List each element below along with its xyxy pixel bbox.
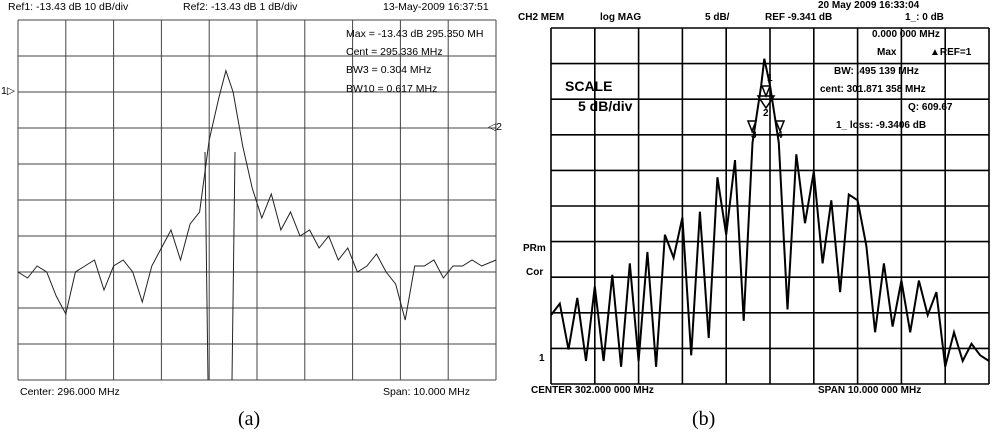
readout-bw3: BW3 = 0.304 MHz (346, 64, 432, 76)
ref2-label: Ref2: -13.43 dB 1 dB/div (183, 1, 298, 13)
chart-b-plot (550, 27, 990, 385)
readout-max: Max = -13.43 dB 295.350 MH (346, 28, 484, 40)
center-freq-label-b: CENTER 302.000 000 MHz (531, 385, 654, 396)
readout-bw-b: BW: .495 139 MHz (834, 66, 919, 77)
chart-a-plot (17, 19, 497, 381)
chart-a-trace (17, 68, 497, 321)
caption-a: (a) (238, 408, 261, 430)
readout-marker-freq: 0.000 000 MHz (872, 29, 940, 40)
readout-max-b: Max (877, 47, 897, 58)
channel-label: CH2 MEM (518, 12, 565, 23)
marker-3-label-b: 3 (751, 130, 757, 141)
ref-level-label: REF -9.341 dB (765, 12, 833, 23)
format-label: log MAG (600, 12, 642, 23)
marker-2-label-b: 2 (763, 108, 769, 119)
marker-1-label: 1▷ (1, 85, 15, 97)
marker-4-label-b: 4 (777, 130, 783, 141)
readout-ref: ▲REF=1 (930, 47, 972, 58)
marker-1-label-b: 1 (767, 73, 773, 84)
chart-a-center-drop (204, 151, 236, 381)
ref1-label: Ref1: -13.43 dB 10 dB/div (8, 1, 129, 13)
datetime-label: 13-May-2009 16:37:51 (383, 1, 489, 13)
scale-title: SCALE (565, 78, 613, 94)
chart-b-grid (550, 27, 990, 385)
marker-2-label: ◁2 (488, 121, 502, 133)
span-label: Span: 10.000 MHz (383, 386, 470, 398)
chart-a-grid (17, 19, 497, 381)
chart-b-trace (550, 58, 990, 368)
scale-value: 5 dB/div (578, 98, 633, 114)
left-label-prm: PRm (523, 243, 546, 254)
readout-bw10: BW10 = 0.617 MHz (346, 83, 438, 95)
chart-b-marker-symbols (746, 85, 786, 134)
readout-q: Q: 609.67 (908, 102, 953, 113)
marker-unit-label: 1_: 0 dB (905, 12, 944, 23)
readout-cent-b: cent: 301.871 358 MHz (820, 84, 926, 95)
left-label-ref-marker: 1 (539, 353, 545, 364)
readout-loss: 1_ loss: -9.3406 dB (836, 120, 927, 131)
datetime-label-b: 20 May 2009 16:33:04 (818, 0, 920, 11)
center-freq-label: Center: 296.000 MHz (20, 386, 120, 398)
left-label-cor: Cor (526, 267, 544, 278)
caption-b: (b) (692, 408, 716, 430)
readout-cent: Cent = 295.336 MHz (346, 46, 443, 58)
scale-div-label: 5 dB/ (705, 12, 730, 23)
span-label-b: SPAN 10.000 000 MHz (818, 385, 922, 396)
